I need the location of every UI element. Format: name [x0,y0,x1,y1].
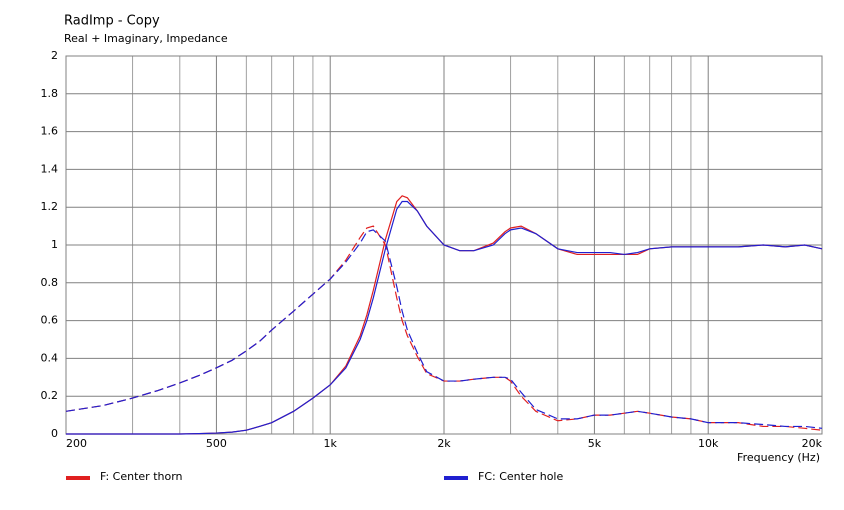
legend-swatch [444,476,468,480]
legend-label: F: Center thorn [100,470,183,483]
y-tick-label: 2 [51,49,58,62]
y-tick-label: 0.2 [41,389,59,402]
x-tick-label: 10k [698,437,719,450]
x-tick-label: 20k [802,437,823,450]
y-tick-label: 1.8 [41,87,59,100]
x-tick-label: 1k [324,437,338,450]
line-imaginary [65,229,823,429]
y-tick-label: 0 [51,427,58,440]
line-real [66,200,823,435]
y-tick-label: 1 [51,238,58,251]
x-tick-label: 200 [66,437,87,450]
chart-subtitle: Real + Imaginary, Impedance [64,32,228,45]
x-tick-label: 2k [437,437,451,450]
x-tick-label: 500 [206,437,227,450]
x-axis-label: Frequency (Hz) [737,451,820,464]
y-tick-label: 0.4 [41,351,59,364]
legend-label: FC: Center hole [478,470,563,483]
y-tick-label: 0.6 [41,314,59,327]
y-tick-label: 1.2 [41,200,59,213]
x-tick-label: 5k [588,437,602,450]
legend-swatch [66,476,90,480]
y-tick-label: 1.4 [41,162,59,175]
chart-title: RadImp - Copy [64,14,160,29]
y-tick-label: 1.6 [41,125,59,138]
y-tick-label: 0.8 [41,276,59,289]
